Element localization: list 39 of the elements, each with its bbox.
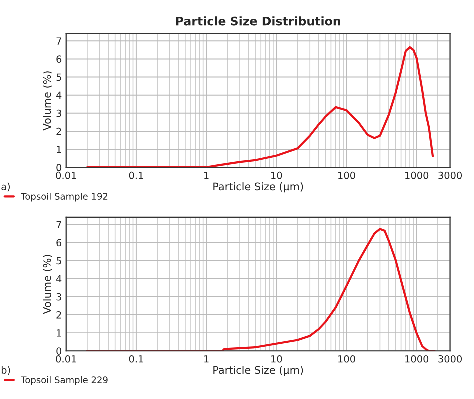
y-tick-label: 1: [57, 146, 62, 154]
y-tick-label: 7: [56, 221, 62, 228]
y-tick-label: 1: [57, 330, 62, 337]
legend-label: Topsoil Sample 192: [21, 192, 108, 202]
text: b): [2, 366, 10, 376]
x-tick-label: 1000: [406, 172, 429, 180]
text: a): [2, 182, 10, 192]
y-tick-label: 4: [56, 92, 62, 100]
x-tick-label: 1: [204, 172, 209, 180]
x-axis-title: Particle Size (µm): [214, 366, 304, 376]
x-tick-label: 100: [338, 355, 356, 363]
y-tick-label: 2: [56, 128, 62, 136]
x-tick-label: 0.01: [56, 355, 76, 363]
y-tick-label: 5: [56, 74, 62, 82]
y-tick-label: 0: [56, 348, 62, 355]
legend-label: Topsoil Sample 229: [21, 376, 108, 386]
x-tick-label: 10: [272, 355, 282, 363]
x-tick-label: 100: [338, 172, 356, 180]
y-tick-label: 2: [56, 311, 62, 319]
x-tick-label: 1: [204, 356, 209, 363]
x-tick-label: 0.1: [129, 355, 144, 363]
y-tick-label: 6: [56, 56, 62, 64]
chart-title: Particle Size Distribution: [176, 16, 340, 26]
x-tick-label: 3000: [438, 355, 462, 363]
y-tick-label: 4: [56, 275, 62, 283]
y-tick-label: 5: [56, 257, 62, 265]
y-tick-label: 6: [56, 239, 62, 247]
y-tick-label: 3: [56, 293, 62, 301]
x-tick-label: 10: [272, 172, 282, 180]
x-tick-label: 0.01: [56, 172, 76, 180]
x-axis-title: Particle Size (µm): [214, 182, 304, 193]
x-tick-label: 0.1: [129, 172, 144, 180]
y-axis-title: Volume (%): [43, 72, 52, 131]
y-tick-label: 0: [56, 164, 62, 172]
y-tick-label: 7: [56, 38, 62, 45]
x-tick-label: 1000: [406, 355, 429, 363]
y-tick-label: 3: [56, 110, 62, 118]
y-axis-title: Volume (%): [43, 255, 52, 314]
x-tick-label: 3000: [438, 172, 462, 180]
